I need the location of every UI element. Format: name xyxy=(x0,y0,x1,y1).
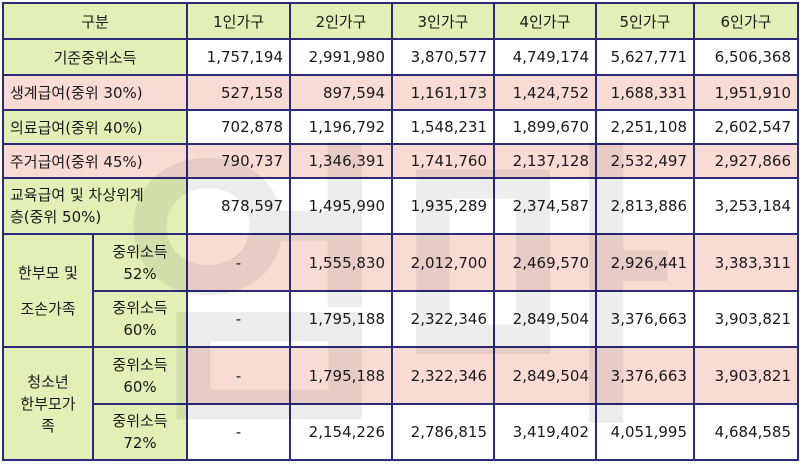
table-row: 교육급여 및 차상위계 층(중위 50%) 878,597 1,495,990 … xyxy=(1,177,800,235)
table-cell: - xyxy=(186,290,292,348)
table-cell: 3,383,311 xyxy=(693,233,800,292)
table-cell: 1,951,910 xyxy=(693,74,800,111)
table-cell: 1,555,830 xyxy=(289,233,394,292)
table-cell: 1,795,188 xyxy=(289,290,394,348)
header-col-1: 1인가구 xyxy=(186,2,292,40)
table-cell: 1,757,194 xyxy=(186,38,292,76)
row-label-line-2: 층(중위 50%) xyxy=(10,208,102,226)
table-cell: 1,795,188 xyxy=(289,346,394,405)
table-cell: 2,849,504 xyxy=(493,290,598,348)
sub-label-line-1: 중위소득 xyxy=(112,355,168,374)
table-row: 생계급여(중위 30%) 527,158 897,594 1,161,173 1… xyxy=(1,74,800,111)
header-category: 구분 xyxy=(1,2,189,40)
table-cell: 1,548,231 xyxy=(391,109,496,145)
table-cell: 2,849,504 xyxy=(493,346,598,405)
group-label: 한부모 및 조손가족 xyxy=(2,233,94,348)
table-cell: 1,346,391 xyxy=(289,143,394,179)
table-cell: 3,870,577 xyxy=(391,38,496,76)
group-label: 청소년 한부모가 족 xyxy=(2,346,94,461)
table-cell: 2,532,497 xyxy=(595,143,696,179)
table-cell: 2,251,108 xyxy=(595,109,696,145)
table-cell: 878,597 xyxy=(186,177,292,235)
table-cell: 702,878 xyxy=(186,109,292,145)
row-label: 의료급여(중위 40%) xyxy=(1,109,189,145)
table-cell: - xyxy=(186,233,292,292)
table-cell: 1,196,792 xyxy=(289,109,394,145)
table-row: 한부모 및 조손가족 중위소득 52% - 1,555,830 2,012,70… xyxy=(2,233,800,348)
sub-label-line-1: 중위소득 xyxy=(112,299,168,317)
table-cell: 1,495,990 xyxy=(289,177,394,235)
table-cell: 2,322,346 xyxy=(391,346,496,405)
sub-label: 중위소득 52% xyxy=(91,233,189,292)
row-label: 교육급여 및 차상위계 층(중위 50%) xyxy=(1,177,189,235)
table-cell: 5,627,771 xyxy=(595,38,696,76)
table-row: 기준중위소득 1,757,194 2,991,980 3,870,577 4,7… xyxy=(1,38,800,76)
sub-label: 중위소득 60% xyxy=(91,290,189,348)
table-row: 중위소득 60% - 1,795,188 2,322,346 2,849,504… xyxy=(3,290,800,348)
table-cell: 6,506,368 xyxy=(693,38,800,76)
table-cell: 2,137,128 xyxy=(493,143,598,179)
table-cell: 1,161,173 xyxy=(391,74,496,111)
sub-label: 중위소득 60% xyxy=(91,346,189,405)
group-label-line-1: 한부모 및 xyxy=(18,263,78,282)
table-cell: 2,469,570 xyxy=(493,233,598,292)
table-row: 청소년 한부모가 족 중위소득 60% - 1,795,188 2,322,34… xyxy=(2,346,800,461)
table-cell: 2,322,346 xyxy=(391,290,496,348)
sub-label-line-2: 60% xyxy=(123,321,157,339)
header-col-2: 2인가구 xyxy=(289,2,394,40)
table-cell: 3,376,663 xyxy=(595,290,696,348)
row-label: 주거급여(중위 45%) xyxy=(1,143,189,179)
sub-label-line-2: 72% xyxy=(123,434,157,452)
row-label-line-1: 교육급여 및 차상위계 xyxy=(10,186,144,204)
group-label-line-3: 족 xyxy=(41,416,55,435)
table-cell: 790,737 xyxy=(186,143,292,179)
table-cell: 527,158 xyxy=(186,74,292,111)
table-cell: 3,376,663 xyxy=(595,346,696,405)
table-cell: - xyxy=(186,403,292,461)
table-cell: 4,051,995 xyxy=(595,403,696,461)
table-cell: 3,253,184 xyxy=(693,177,800,235)
header-col-3: 3인가구 xyxy=(391,2,496,40)
table-cell: 2,926,441 xyxy=(595,233,696,292)
header-col-5: 5인가구 xyxy=(595,2,696,40)
sub-label-line-2: 60% xyxy=(123,377,157,396)
table-cell: 897,594 xyxy=(289,74,394,111)
table-cell: 1,688,331 xyxy=(595,74,696,111)
table-cell: 3,903,821 xyxy=(693,290,800,348)
group-label-line-2: 한부모가 xyxy=(20,394,76,413)
header-col-4: 4인가구 xyxy=(493,2,598,40)
table-cell: 2,991,980 xyxy=(289,38,394,76)
table-cell: 2,813,886 xyxy=(595,177,696,235)
table-cell: 3,419,402 xyxy=(493,403,598,461)
sub-label: 중위소득 72% xyxy=(91,403,189,461)
table-row: 주거급여(중위 45%) 790,737 1,346,391 1,741,760… xyxy=(1,143,800,179)
table-cell: 1,424,752 xyxy=(493,74,598,111)
table-row: 의료급여(중위 40%) 702,878 1,196,792 1,548,231… xyxy=(1,109,800,145)
table-cell: 1,935,289 xyxy=(391,177,496,235)
header-row: 구분 1인가구 2인가구 3인가구 4인가구 5인가구 6인가구 xyxy=(1,2,800,40)
row-label: 생계급여(중위 30%) xyxy=(1,74,189,111)
sub-label-line-1: 중위소득 xyxy=(112,242,168,261)
group-label-line-2: 조손가족 xyxy=(20,299,76,318)
table-cell: - xyxy=(186,346,292,405)
sub-label-line-1: 중위소득 xyxy=(112,412,168,430)
group-label-line-1: 청소년 xyxy=(27,372,69,391)
table-cell: 2,012,700 xyxy=(391,233,496,292)
row-label: 기준중위소득 xyxy=(1,38,189,76)
table-cell: 1,741,760 xyxy=(391,143,496,179)
table-cell: 2,602,547 xyxy=(693,109,800,145)
table-cell: 3,903,821 xyxy=(693,346,800,405)
table-cell: 4,684,585 xyxy=(693,403,800,461)
table-cell: 4,749,174 xyxy=(493,38,598,76)
sub-label-line-2: 52% xyxy=(123,264,157,283)
header-col-6: 6인가구 xyxy=(693,2,800,40)
table-cell: 2,154,226 xyxy=(289,403,394,461)
table-cell: 1,899,670 xyxy=(493,109,598,145)
table-cell: 2,927,866 xyxy=(693,143,800,179)
table-row: 중위소득 72% - 2,154,226 2,786,815 3,419,402… xyxy=(3,403,800,461)
table-cell: 2,374,587 xyxy=(493,177,598,235)
table-cell: 2,786,815 xyxy=(391,403,496,461)
